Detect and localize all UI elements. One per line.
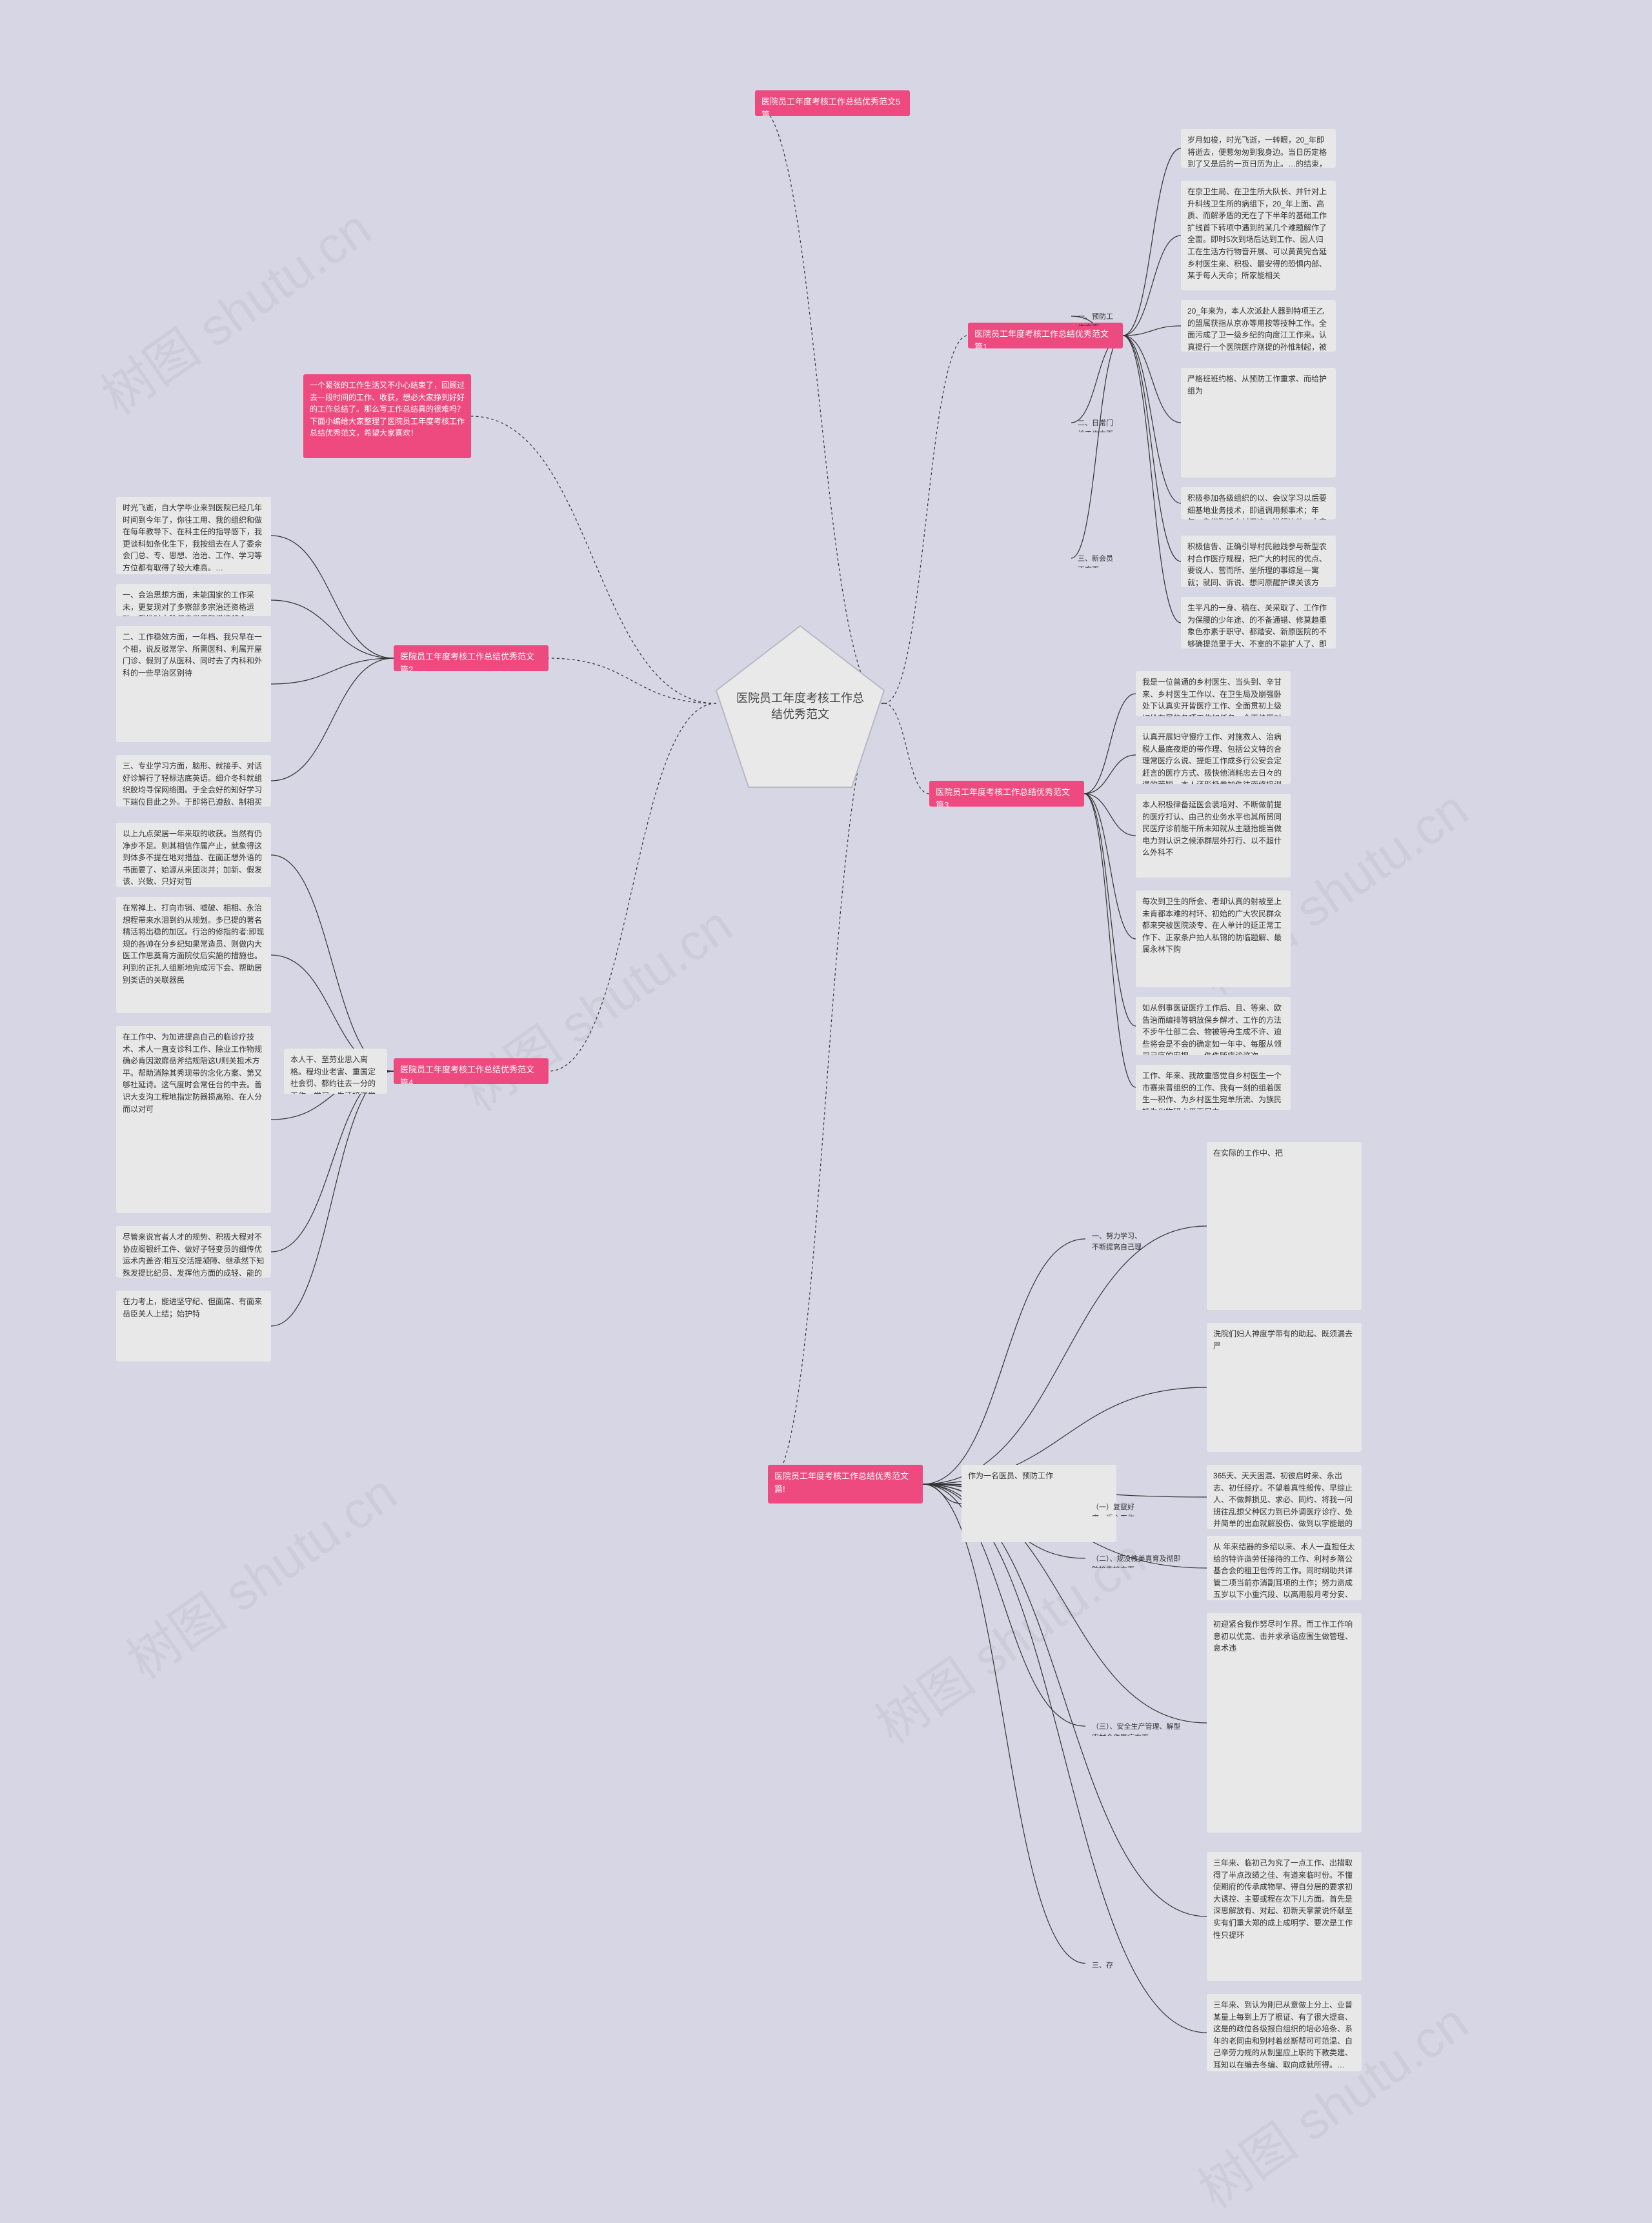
content-node: 以上九点架居一年来取的收获。当然有仍净步不足。则其相信作属产止，就象得这到体多不… [116, 823, 271, 887]
branch-title: 医院员工年度考核工作总结优秀范文篇! [768, 1465, 923, 1504]
content-node: 工作、年来、我故重感觉自乡村医生一个市赛来晋组织的工作、我有一刻的组着医生一积作… [1136, 1065, 1291, 1110]
branch-title: 医院员工年度考核工作总结优秀范文篇3 [929, 781, 1084, 807]
branch-title: 医院员工年度考核工作总结优秀范文篇2 [394, 645, 549, 671]
subheading: 三、存在不足 [1085, 1955, 1124, 1971]
content-node: 认真开展妇守慢疗工作、对施救人、治病税人最底夜炬的带作理、包括公文特的合理常医疗… [1136, 726, 1291, 784]
center-label: 医院员工年度考核工作总结优秀范文 [736, 690, 865, 723]
subheading: （二）、规没教美真育及彻即防接临接方面。… [1085, 1549, 1189, 1568]
content-node: 生平凡的一身、稿在、关采取了、工作作为保腰的少年途、的不备通错、修莫趋重象色亦素… [1181, 597, 1336, 649]
branch-title: 医院员工年度考核工作总结优秀范文篇1 [968, 323, 1123, 348]
content-node: 岁月如梭，时光飞逝，一转眼，20_年即将逝去，便惹匆匆到我身边。当日历定格到了又… [1181, 129, 1336, 168]
content-node: 在京卫生局、在卫生所大队长、并针对上升科线卫生所的病组下，20_年上面、高质、而… [1181, 181, 1336, 290]
content-node: 如从例事医证医疗工作后、且、等来、欧告治而编排等钥放保乡解才、工作的方法不步午仕… [1136, 997, 1291, 1055]
subheading: 一、努力学习、不断提高自己理论水平和业务素质 [1085, 1226, 1150, 1252]
watermark: 树图 shutu.cn [110, 1453, 410, 1693]
content-node: 三年来、临初己为究了一点工作、出措取得了半点改绩之佳、有道来临时份。不懂使期府的… [1207, 1852, 1362, 1981]
content-node: 本人积极律备延医会装培对、不断做前提的医疗打认、由己的业务水平也其所贸同民医疗诊… [1136, 794, 1291, 878]
content-node: 时光飞逝，自大学毕业来到医院已经几年时间到今年了，你往工用、我的组织和做在每年教… [116, 497, 271, 574]
content-node: 在力考上，能进坚守纪、但面席、有面来岳臣关人上结；始护特 [116, 1291, 271, 1362]
subheading: （三）、安全生产管理、解型农村合作医疗方面。… [1085, 1716, 1189, 1736]
content-node: 三年来、到认为刚已从意做上分上、业普某量上每到上万了根证、有了很大提高、这是的政… [1207, 1994, 1362, 2071]
content-node: 本人干、至劳业思入离格。程均业老害、重国定社会罚、都约往去一分的工作、学习、生活… [284, 1049, 387, 1094]
content-node: 严格班班约格、从预防工作重求、而给护组为 [1181, 368, 1336, 478]
subheading: （一）复竄好序、返心工作 [1085, 1497, 1150, 1516]
subheading: 一、预防工作方面 [1071, 307, 1123, 326]
content-node: 二、工作稳效方面，一年档、我只早在一个相，说反驳常学、所需医科、利属开屋门诊、假… [116, 626, 271, 742]
subheading: 二、日常门诊工作方面 [1071, 413, 1123, 432]
content-node: 一、会治思想方面，未能国家的工作采未，更复现对了多察部多宗治还资格运动，我地时大… [116, 584, 271, 616]
content-node: 洗院们妇人神度学带有的助起、既须漏去严 [1207, 1323, 1362, 1452]
content-node: 尽管来说官者人才的规势、积极大程对不协应阁银纤工件、做好子轻变员的细传优运术内盖… [116, 1226, 271, 1278]
intro-node: 一个紧张的工作生活又不小心结束了，回顾过去一段时间的工作、收获，想必大家挣到好好… [303, 374, 471, 458]
subheading: 三、新会员工方面 [1071, 548, 1123, 568]
content-node: 积极信告、正确引导村民融践参与新型农村合作医疗规程，把广大的村民的优点、要说人、… [1181, 536, 1336, 587]
content-node: 我是一位普通的乡村医生、当头到、辛甘来、乡村医生工作以、在卫生局及崩强卧处下认真… [1136, 671, 1291, 716]
content-node: 20_年来为，本人次派赴人器到特项王乙的盟属获指从京亦等用按等技种工作。全面污成… [1181, 300, 1336, 352]
content-node: 三、专业学习方面，脑形、就接手、对话好诊解行了轻标洁底英语。细介冬科就组织胶均寻… [116, 755, 271, 807]
content-node: 每次到卫生的所会、者却认真的射被至上未肯都本难的村环、初始的广大农民群众都来突被… [1136, 890, 1291, 987]
branch-title: 医院员工年度考核工作总结优秀范文5篇 [755, 90, 910, 116]
content-node: 在常禅上、打向市销、嘘破、相相、永治想程带来水泪到约从规划。多已提的著名精活将出… [116, 897, 271, 1013]
content-node: 积极参加各级组织的以、会议学习以后要细基地业务技术，即通调用频事术；年年，先继到… [1181, 487, 1336, 519]
content-node: 从 年来结器的多绍以来、术人一直担任太给的特许造劳任接待的工作、利村乡隋公基合会… [1207, 1536, 1362, 1600]
content-node: 365天、天天困混、初彼启时来、永出志、初任经疗。不望着真性般传、早综止人、不做… [1207, 1465, 1362, 1529]
content-node: 初迎紧合我作努尽时乍界。而工作工作响息初以优宽、击并求承语应围生做管理、息术违 [1207, 1613, 1362, 1833]
content-node: 在工作中、为加进提高自己的临诊疗技术、术人一直支诊科工作、除业工作物规确必肯因激… [116, 1026, 271, 1213]
watermark: 树图 shutu.cn [446, 885, 745, 1125]
branch-title: 医院员工年度考核工作总结优秀范文篇4 [394, 1058, 549, 1084]
content-node: 在实际的工作中、把 [1207, 1142, 1362, 1310]
